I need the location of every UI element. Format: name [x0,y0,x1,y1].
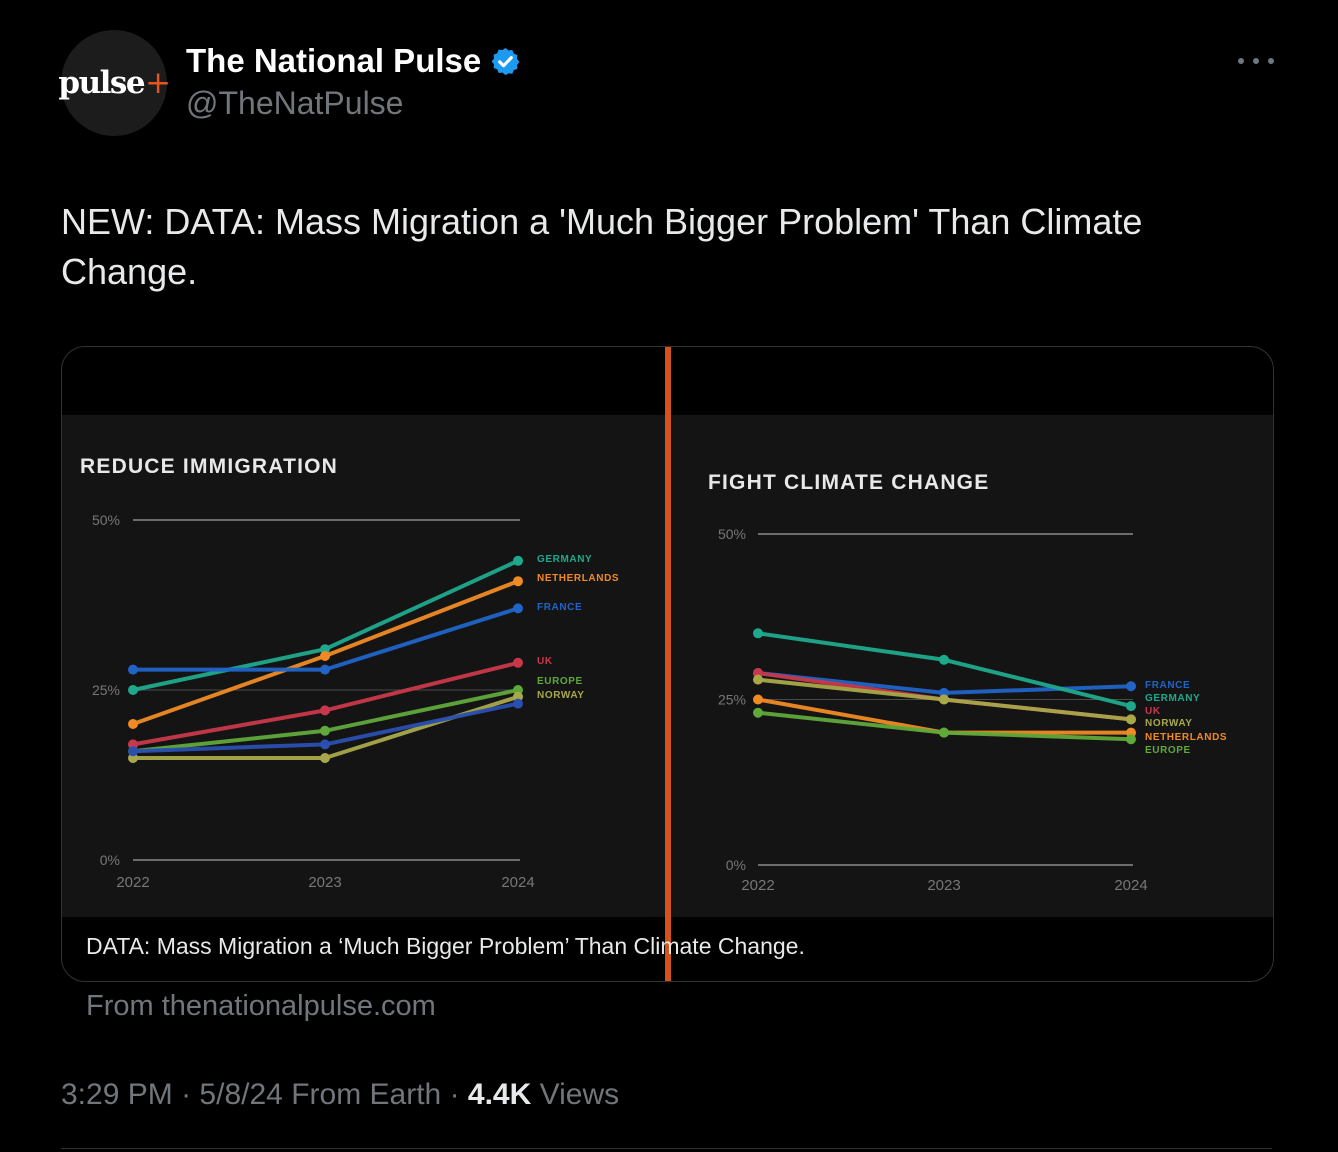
data-point [753,674,763,685]
y-tick-label: 25% [718,692,746,708]
x-tick-label: 2024 [1114,877,1147,894]
y-tick-label: 50% [718,526,746,542]
series-label: FRANCE [537,602,582,613]
card-caption: DATA: Mass Migration a ‘Much Bigger Prob… [86,933,805,959]
more-dot [1238,58,1244,64]
y-tick-label: 0% [726,857,746,873]
more-dot [1268,58,1274,64]
data-point [513,576,523,587]
data-point [939,694,949,705]
series-label: NORWAY [1145,718,1193,729]
author-display-name[interactable]: The National Pulse [186,42,521,80]
chart-title: REDUCE IMMIGRATION [80,455,338,478]
author-handle[interactable]: @TheNatPulse [186,85,404,121]
data-point [1126,701,1136,712]
data-point [513,698,523,709]
series-label: GERMANY [537,554,592,565]
tweet-text: NEW: DATA: Mass Migration a 'Much Bigger… [61,201,1143,292]
y-tick-label: 25% [92,682,120,698]
views-count[interactable]: 4.4K [467,1078,532,1111]
data-point [128,746,138,757]
charts-svg: REDUCE IMMIGRATION 0% 25% 50% 2022 2023 2024 GE… [80,455,1227,894]
verified-badge-icon[interactable] [490,46,521,77]
data-point [513,603,523,614]
data-point [753,707,763,718]
series-label: NETHERLANDS [1145,732,1227,743]
avatar-logo: pulse+ [58,65,171,101]
data-point [320,705,330,716]
orange-divider [665,347,671,981]
series-label: UK [537,656,553,667]
views-label: Views [539,1078,620,1111]
data-point [128,664,138,675]
x-tick-label: 2024 [501,874,534,891]
x-tick-label: 2022 [741,877,774,894]
chart-title: FIGHT CLIMATE CHANGE [708,471,989,494]
data-point [320,739,330,750]
data-point [320,651,330,661]
data-point [513,657,523,668]
tweet-date[interactable]: 5/8/24 [199,1078,283,1111]
series-label: GERMANY [1145,693,1200,704]
data-point [939,654,949,665]
data-point [320,753,330,763]
display-name-text[interactable]: The National Pulse [186,42,482,79]
data-point [128,719,138,729]
y-tick-label: 0% [100,852,120,868]
data-point [320,725,330,736]
link-card[interactable]: REDUCE IMMIGRATION 0% 25% 50% 2022 2023 2024 GE… [61,346,1274,982]
series-label: UK [1145,706,1161,717]
x-tick-label: 2023 [927,877,960,894]
data-point [1126,714,1136,725]
data-point [320,664,330,675]
series-label: NETHERLANDS [537,573,619,584]
x-tick-label: 2023 [308,874,341,891]
y-tick-label: 50% [92,512,120,528]
card-source-link[interactable]: From thenationalpulse.com [86,990,436,1022]
x-tick-label: 2022 [116,874,149,891]
data-point [513,555,523,566]
avatar[interactable]: pulse+ [58,30,171,136]
series-label: FRANCE [1145,680,1190,691]
tweet-meta: 3:29 PM · 5/8/24 From Earth · 4.4K Views [61,1078,619,1112]
tweet-time[interactable]: 3:29 PM [61,1078,173,1111]
series-label: EUROPE [537,676,583,687]
more-dot [1253,58,1259,64]
data-point [753,628,763,639]
data-point [1126,734,1136,745]
meta-separator: · [449,1078,460,1111]
data-point [753,694,763,705]
series-label: EUROPE [1145,745,1191,756]
tweet-client: From Earth [291,1078,442,1111]
data-point [1126,681,1136,692]
more-options-icon[interactable] [1238,58,1274,68]
series-label: NORWAY [537,690,585,701]
data-point [939,727,949,738]
bottom-divider [61,1148,1272,1149]
meta-separator: · [181,1078,192,1111]
data-point [128,685,138,695]
